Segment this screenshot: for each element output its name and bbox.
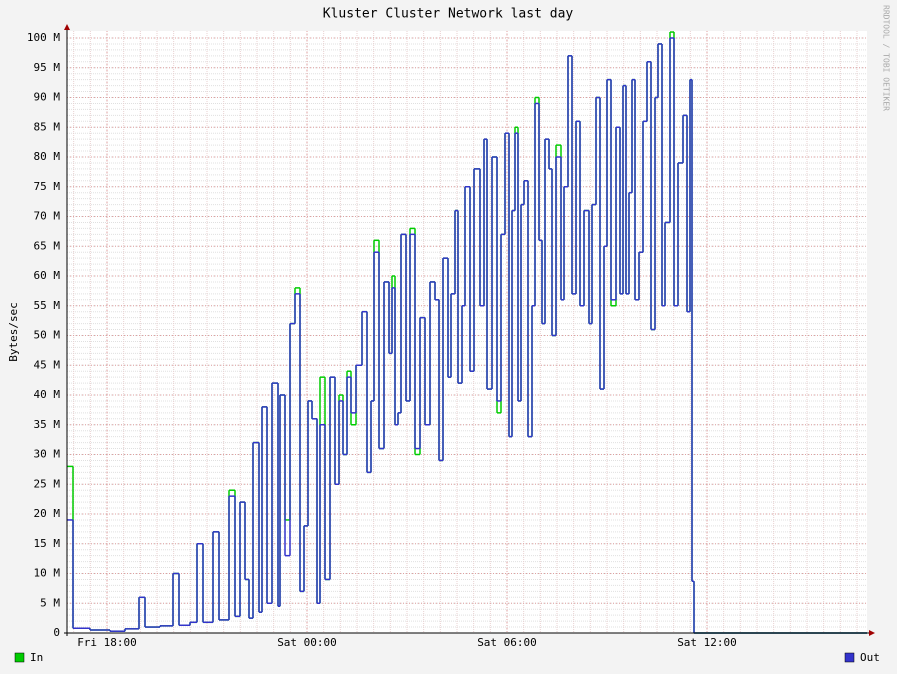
legend-swatch	[14, 652, 25, 663]
y-tick-label: 75 M	[34, 180, 61, 193]
y-tick-label: 30 M	[34, 448, 61, 461]
y-tick-label: 5 M	[40, 596, 60, 609]
y-tick-label: 70 M	[34, 210, 61, 223]
y-tick-label: 85 M	[34, 120, 61, 133]
y-tick-label: 100 M	[27, 31, 60, 44]
y-tick-label: 90 M	[34, 91, 61, 104]
y-tick-label: 80 M	[34, 150, 61, 163]
axis-arrow	[64, 24, 70, 30]
y-tick-label: 20 M	[34, 507, 61, 520]
y-tick-label: 55 M	[34, 299, 61, 312]
legend-swatch	[844, 652, 855, 663]
x-tick-label: Sat 12:00	[677, 636, 737, 649]
y-tick-label: 40 M	[34, 388, 61, 401]
plot-area	[67, 31, 867, 633]
y-tick-label: 65 M	[34, 239, 61, 252]
x-tick-label: Fri 18:00	[77, 636, 137, 649]
legend-label: Out	[860, 651, 880, 664]
y-tick-label: 50 M	[34, 329, 61, 342]
watermark: RRDTOOL / TOBI OETIKER	[882, 5, 891, 111]
axis-arrow	[869, 630, 875, 636]
y-tick-label: 60 M	[34, 269, 61, 282]
x-tick-label: Sat 06:00	[477, 636, 537, 649]
x-tick-label: Sat 00:00	[277, 636, 337, 649]
y-tick-label: 10 M	[34, 567, 61, 580]
legend-label: In	[30, 651, 43, 664]
y-tick-label: 25 M	[34, 477, 61, 490]
y-tick-label: 45 M	[34, 358, 61, 371]
y-axis-label: Bytes/sec	[7, 302, 20, 362]
y-tick-label: 35 M	[34, 418, 61, 431]
y-tick-label: 95 M	[34, 61, 61, 74]
y-tick-label: 15 M	[34, 537, 61, 550]
chart-title: Kluster Cluster Network last day	[323, 7, 574, 22]
y-tick-label: 0	[53, 626, 60, 639]
